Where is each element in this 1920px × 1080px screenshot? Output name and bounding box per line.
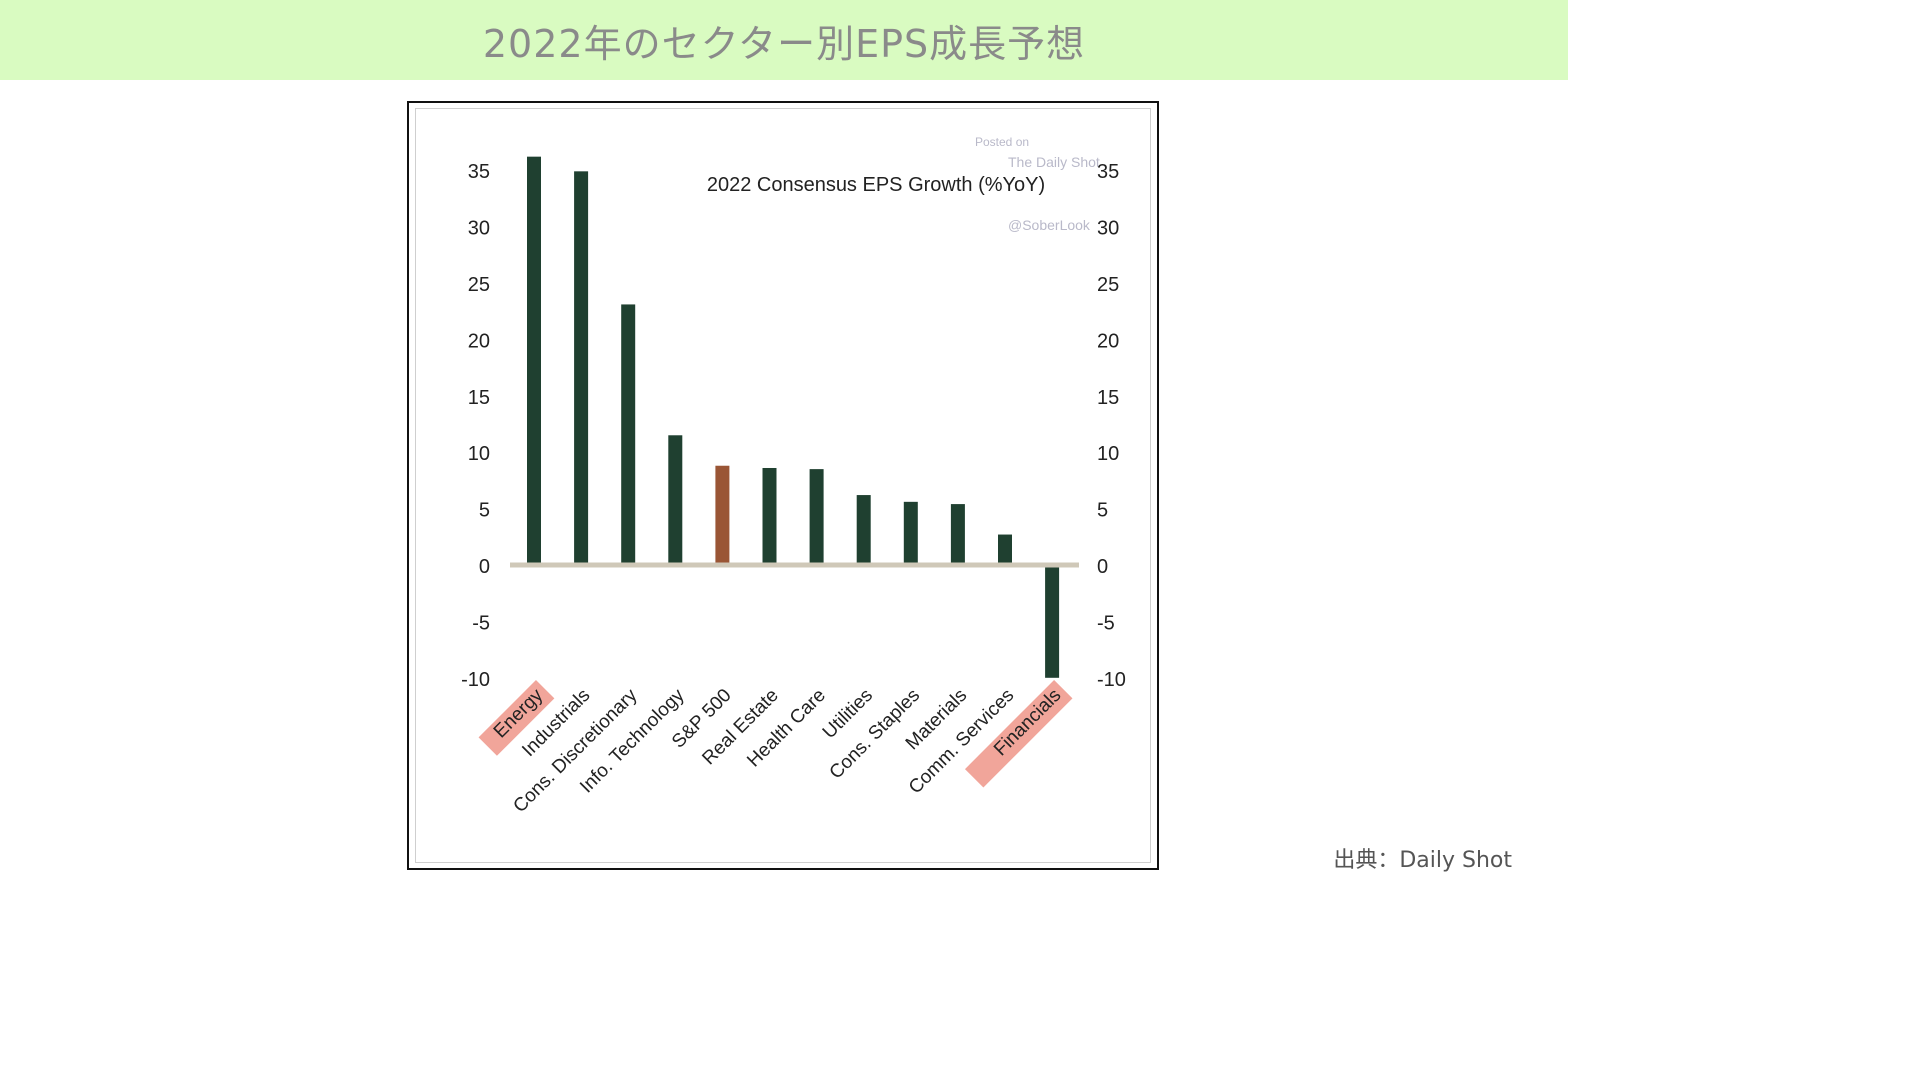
bar	[903, 501, 918, 565]
bar	[574, 171, 589, 565]
y-tick-label-left: 30	[468, 218, 490, 240]
bar	[950, 504, 965, 565]
bar	[621, 304, 636, 565]
y-tick-label-left: 15	[468, 387, 490, 409]
watermark-handle: @SoberLook	[1008, 217, 1091, 233]
category-label-highlight	[478, 679, 555, 756]
bar	[527, 156, 541, 565]
y-tick-label-right: 35	[1097, 161, 1119, 183]
y-tick-label-right: 10	[1097, 443, 1119, 465]
bar	[762, 467, 777, 565]
y-tick-label-left: 35	[468, 161, 490, 183]
bar	[668, 435, 683, 565]
zero-line	[510, 562, 1079, 568]
bar	[998, 534, 1012, 565]
bar	[856, 495, 871, 565]
bar	[715, 465, 730, 565]
y-tick-label-left: -5	[472, 612, 490, 634]
y-tick-label-left: 25	[468, 274, 490, 296]
y-tick-label-right: 15	[1097, 387, 1119, 409]
y-tick-label-right: 25	[1097, 274, 1119, 296]
y-tick-label-right: -10	[1097, 669, 1126, 691]
title-bar: 2022年のセクター別EPS成長予想	[0, 0, 1568, 80]
y-tick-label-right: 20	[1097, 330, 1119, 352]
y-tick-label-left: 20	[468, 330, 490, 352]
y-tick-label-left: 10	[468, 443, 490, 465]
y-tick-label-left: 5	[479, 500, 490, 522]
category-label-highlight	[964, 679, 1073, 788]
watermark-daily-shot: The Daily Shot	[1008, 154, 1100, 170]
chart-title: 2022 Consensus EPS Growth (%YoY)	[707, 174, 1045, 196]
y-tick-label-left: 0	[479, 556, 490, 578]
y-tick-label-left: -10	[461, 669, 490, 691]
page-title: 2022年のセクター別EPS成長予想	[482, 21, 1086, 66]
y-tick-label-right: 0	[1097, 556, 1108, 578]
eps-growth-chart: 2022 Consensus EPS Growth (%YoY) Posted o…	[461, 135, 1126, 817]
y-tick-label-right: 30	[1097, 218, 1119, 240]
watermark-posted-on: Posted on	[975, 135, 1029, 149]
bar	[1045, 565, 1060, 678]
bar	[809, 469, 824, 565]
source-note: 出典：Daily Shot	[1333, 848, 1512, 873]
chart-inner-border	[415, 108, 1151, 863]
y-tick-label-right: -5	[1097, 612, 1115, 634]
y-tick-label-right: 5	[1097, 500, 1108, 522]
